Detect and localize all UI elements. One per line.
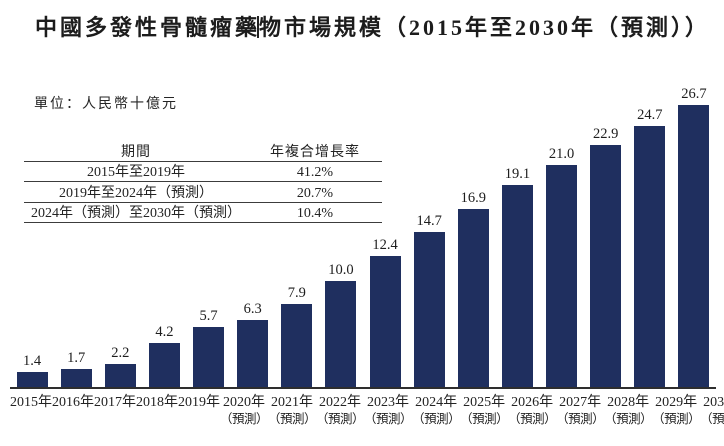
cagr-row1-period: 2015年至2019年 — [87, 165, 185, 180]
bar-value-label: 4.2 — [155, 324, 174, 340]
bar-column: 21.0 — [540, 147, 584, 387]
bar — [104, 364, 136, 387]
unit-label: 單位：人民幣十億元 — [34, 97, 178, 112]
x-axis-tick-label: 2022年 （預測） — [316, 395, 365, 426]
bar — [325, 281, 357, 387]
bar-value-label: 7.9 — [287, 285, 306, 301]
x-axis-tick-label: 2023年 （預測） — [364, 395, 413, 426]
bar-value-label: 16.9 — [460, 190, 486, 206]
bar-value-label: 2.2 — [111, 345, 130, 361]
cagr-row3-rate: 10.4% — [296, 206, 334, 221]
x-axis-tick-label: 2018年 — [136, 395, 178, 410]
x-axis-tick-label: 2027年 （預測） — [556, 395, 605, 426]
bar-column: 24.7 — [628, 108, 672, 387]
bar-value-label: 22.9 — [593, 126, 619, 142]
bar-column: 22.9 — [584, 127, 628, 387]
table-row: 2019年至2024年（預測） 20.7% — [24, 182, 382, 203]
bar-column: 6.3 — [231, 302, 275, 387]
cagr-table-header-row: 期間 年複合增長率 — [24, 141, 382, 162]
bar-value-label: 19.1 — [504, 166, 531, 182]
bar — [590, 145, 622, 387]
bar-column: 14.7 — [407, 214, 451, 387]
bar-column: 7.9 — [275, 286, 319, 387]
bar-value-label: 21.0 — [548, 146, 575, 162]
bar-chart: 1.4 1.7 2.2 4.2 5.7 6.3 7.9 10.0 12.4 14.7 16.9 19.… — [10, 83, 724, 427]
x-axis-tick-label: 2026年 （預測） — [508, 395, 557, 426]
x-axis-tick-label: 2029年 （預測） — [652, 395, 701, 426]
page-title-part2: 物市場規模（2015年至2030年（預測）） — [259, 15, 711, 40]
bar-value-label: 5.7 — [199, 308, 218, 324]
bar — [546, 165, 578, 387]
x-axis-tick-label: 2030年（預測） — [700, 395, 724, 426]
bar-column: 4.2 — [142, 325, 186, 387]
bar — [60, 369, 92, 387]
page-title: 中國多發性骨髓瘤藥物市場規模（2015年至2030年（預測）） — [35, 10, 710, 42]
x-axis-tick-label: 2025年 （預測） — [460, 395, 509, 426]
bar — [16, 372, 48, 387]
table-row: 2024年（預測）至2030年（預測） 10.4% — [24, 203, 382, 223]
bar-column: 5.7 — [187, 309, 231, 387]
x-axis-tick-label: 2021年 （預測） — [268, 395, 317, 426]
bar-column: 1.7 — [54, 351, 98, 387]
text-cursor-caret — [257, 16, 260, 38]
bar-value-label: 1.7 — [67, 350, 86, 366]
bar-column: 2.2 — [98, 346, 142, 387]
bar-value-label: 12.4 — [372, 237, 398, 253]
x-axis-tick-label: 2028年 （預測） — [604, 395, 653, 426]
bar-column: 19.1 — [495, 167, 539, 387]
bar-value-label: 6.3 — [243, 301, 262, 317]
bar — [148, 343, 180, 387]
bar — [634, 126, 666, 387]
x-axis-tick-label: 2024年 （預測） — [412, 395, 461, 426]
bar-value-label: 14.7 — [416, 213, 442, 229]
cagr-table: 期間 年複合增長率 2015年至2019年 41.2% 2019年至2024年（… — [24, 141, 382, 223]
bar — [369, 256, 401, 387]
bar — [281, 304, 313, 387]
bars-row: 1.4 1.7 2.2 4.2 5.7 6.3 7.9 10.0 12.4 14.7 16.9 19.… — [10, 83, 716, 389]
bar-value-label: 26.7 — [681, 86, 707, 102]
bar-value-label: 10.0 — [328, 262, 354, 278]
bar — [678, 105, 710, 387]
bar — [237, 320, 269, 387]
cagr-header-rate: 年複合增長率 — [270, 144, 360, 160]
cagr-header-period: 期間 — [121, 144, 151, 160]
bar-value-label: 1.4 — [23, 353, 42, 369]
bar-column: 12.4 — [363, 238, 407, 387]
bar-value-label: 24.7 — [637, 107, 663, 123]
cagr-row1-rate: 41.2% — [296, 165, 334, 180]
x-axis-tick-label: 2020年 （預測） — [220, 395, 269, 426]
bar-column: 16.9 — [451, 191, 495, 387]
bar — [501, 185, 533, 387]
bar — [413, 232, 445, 387]
x-axis-tick-label: 2015年 — [10, 395, 52, 410]
bar-column: 26.7 — [672, 87, 716, 387]
cagr-row3-period: 2024年（預測）至2030年（預測） — [31, 206, 241, 221]
x-axis-ticks-row: 2015年 2016年 2017年 2018年 2019年 2020年 （預測） 2021年（… — [10, 395, 724, 427]
x-axis-tick-label: 2016年 — [52, 395, 94, 410]
bar — [457, 209, 489, 387]
cagr-row2-period: 2019年至2024年（預測） — [59, 185, 213, 201]
page-title-part1: 中國多發性骨髓瘤藥 — [35, 15, 261, 40]
bar-column: 10.0 — [319, 263, 363, 387]
x-axis-tick-label: 2019年 — [178, 395, 220, 410]
bar — [193, 327, 225, 387]
x-axis-tick-label: 2017年 — [94, 395, 136, 410]
table-row: 2015年至2019年 41.2% — [24, 162, 382, 182]
cagr-row2-rate: 20.7% — [296, 185, 334, 201]
bar-column: 1.4 — [10, 354, 54, 387]
